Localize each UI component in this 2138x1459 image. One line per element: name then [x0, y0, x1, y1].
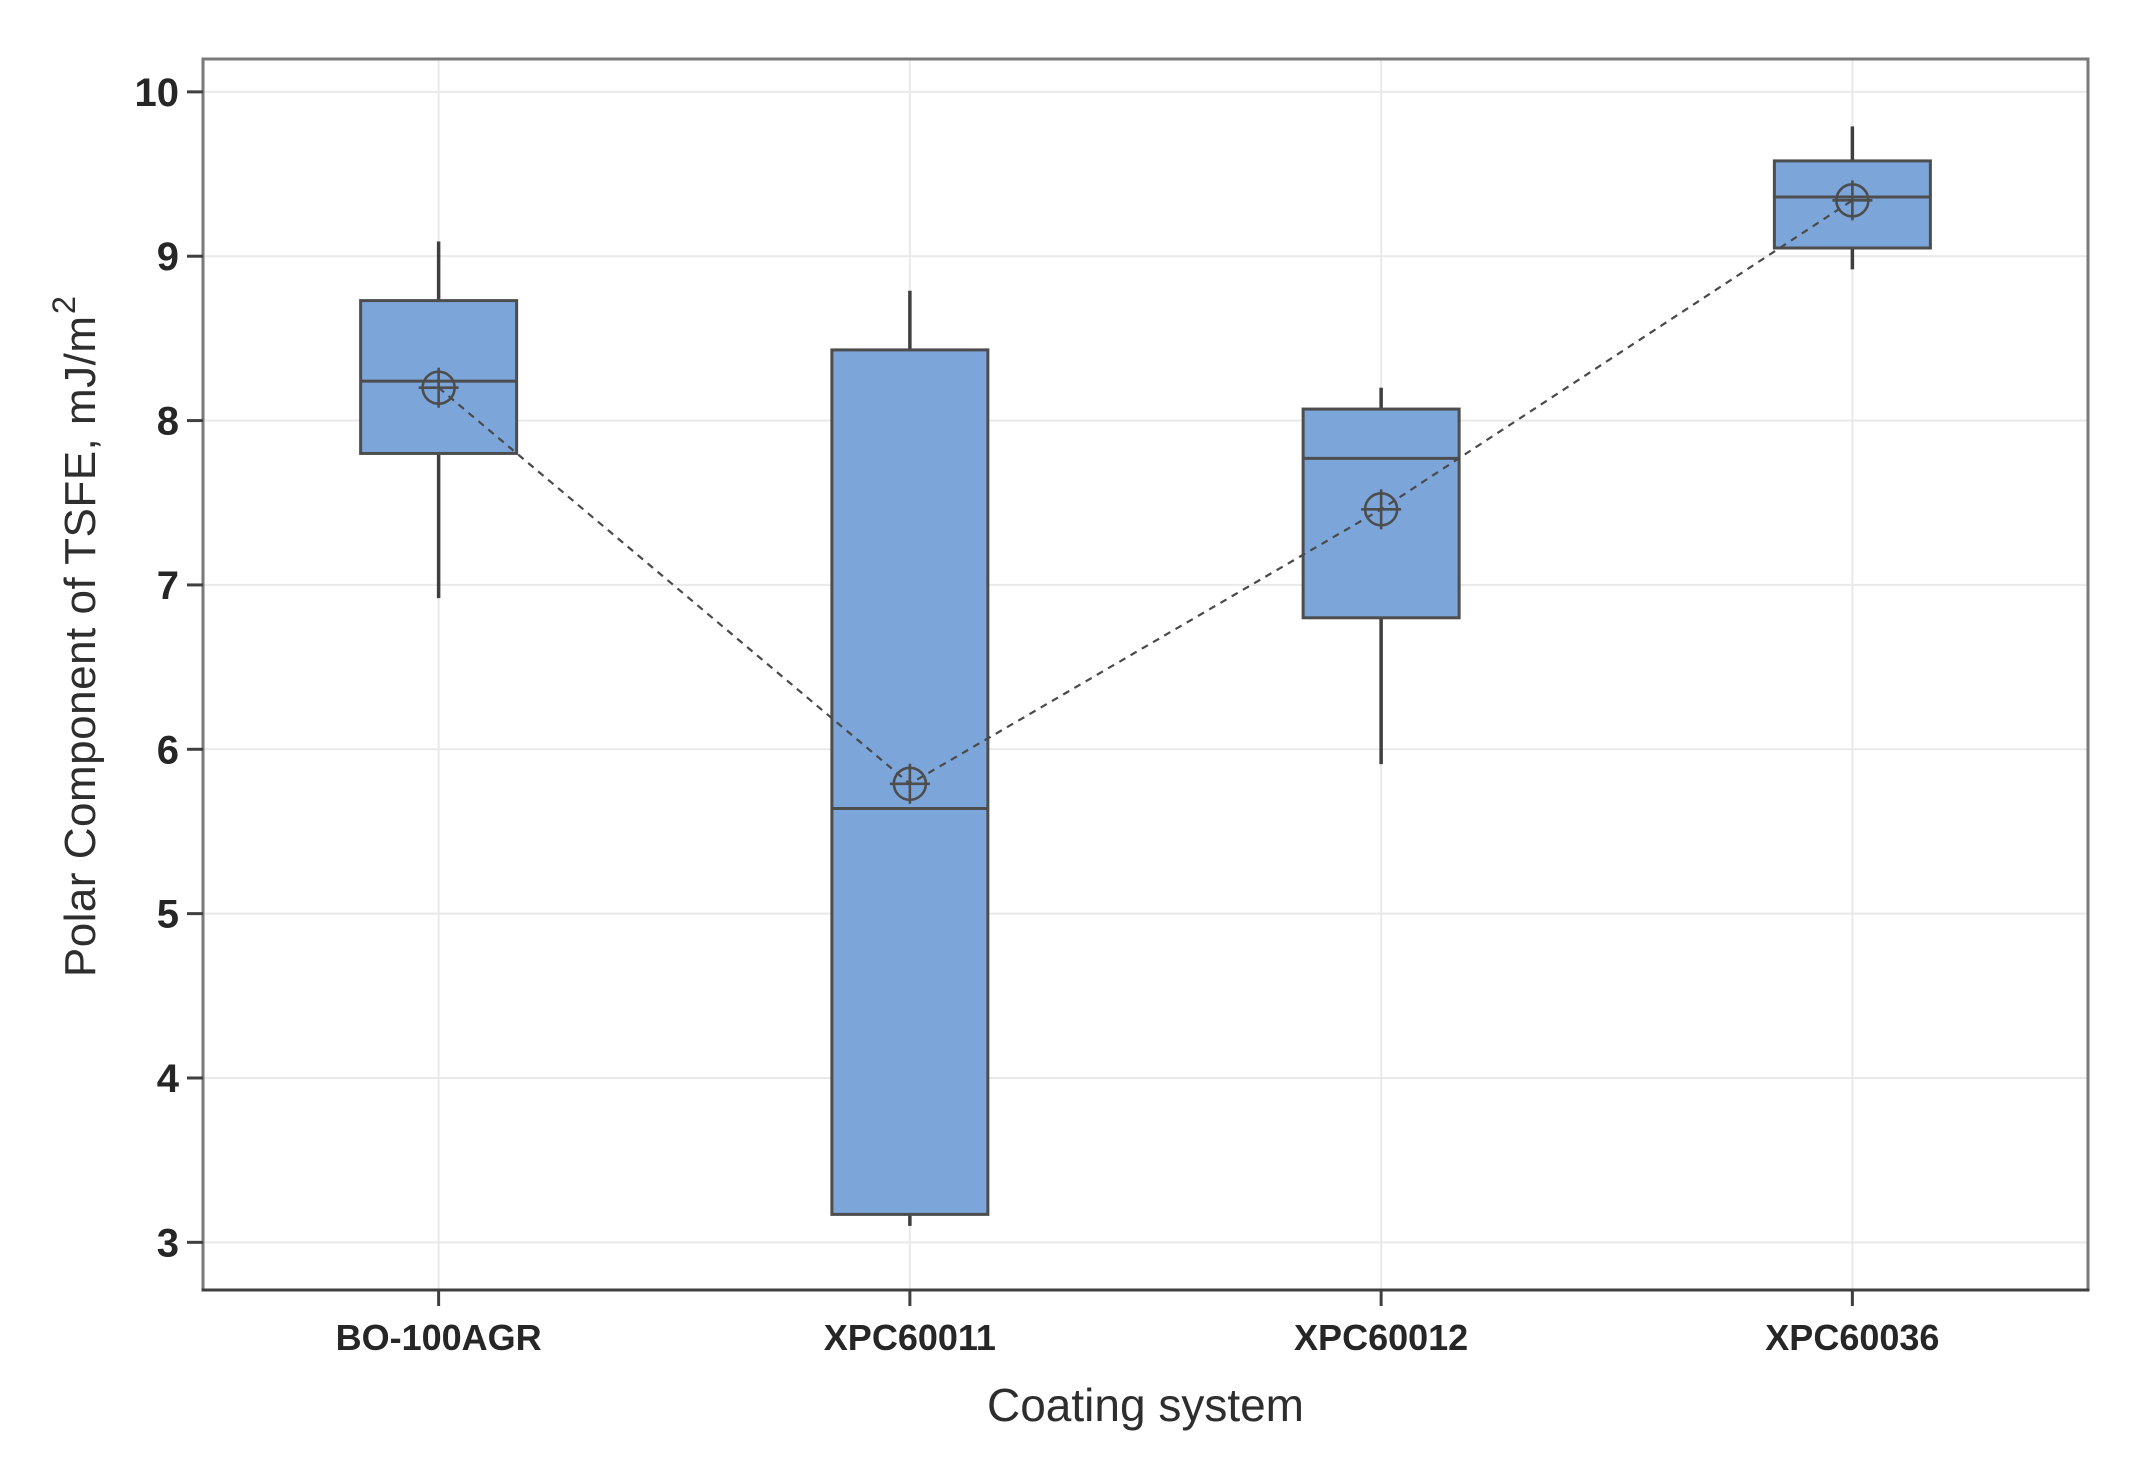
- y-tick-label: 9: [157, 235, 179, 279]
- y-axis-title: Polar Component of TSFE, mJ/m2: [46, 296, 106, 978]
- y-tick-label: 5: [157, 893, 179, 937]
- y-axis-title-superscript: 2: [46, 295, 83, 315]
- y-tick-label: 3: [157, 1221, 179, 1265]
- y-tick-label: 8: [157, 400, 179, 444]
- x-tick-label: XPC60011: [824, 1317, 996, 1358]
- y-axis-title-text: Polar Component of TSFE, mJ/m: [55, 315, 105, 978]
- x-tick-label: XPC60036: [1765, 1317, 1939, 1358]
- y-tick-label: 4: [157, 1057, 180, 1101]
- y-tick-label: 10: [135, 71, 180, 115]
- x-tick-label: BO-100AGR: [336, 1317, 542, 1358]
- mean-connect-line: [437, 199, 1853, 786]
- x-tick-label: XPC60012: [1294, 1317, 1468, 1358]
- x-axis-title: Coating system: [986, 1379, 1304, 1431]
- y-tick-label: 7: [157, 564, 179, 608]
- y-tick-label: 6: [157, 728, 179, 772]
